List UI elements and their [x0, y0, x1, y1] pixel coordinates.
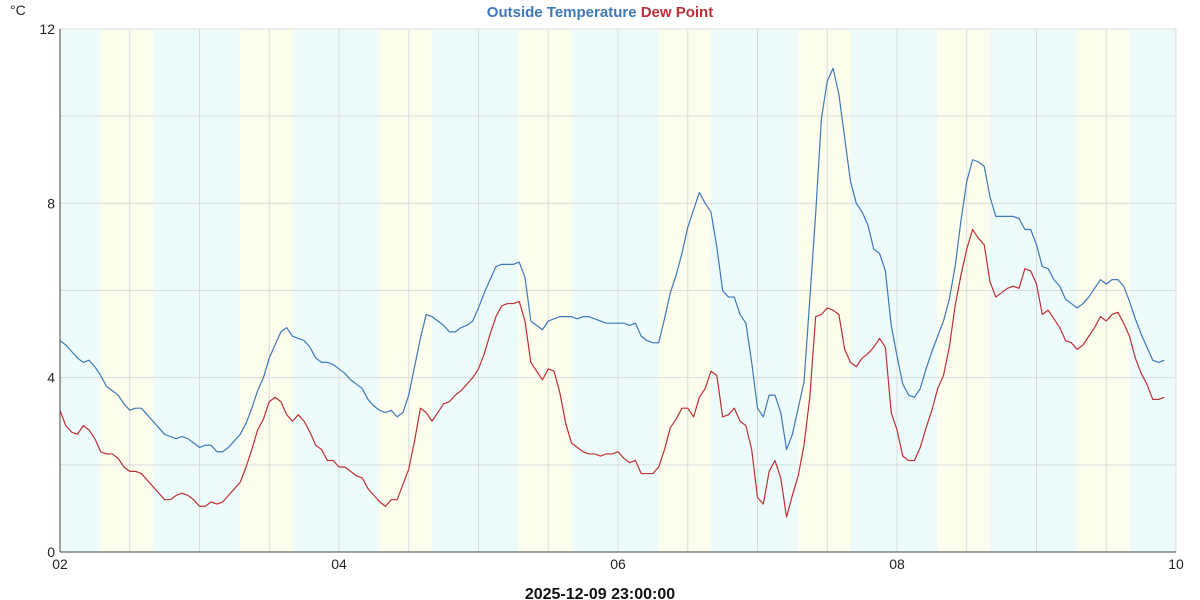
chart-title: Outside Temperature Dew Point — [487, 4, 713, 21]
series-layer — [59, 67, 1165, 518]
series-line-dew-point — [59, 228, 1165, 518]
series-line-outside-temperature — [59, 67, 1165, 453]
y-tick-label: 0 — [47, 544, 55, 560]
y-tick-label: 12 — [39, 21, 55, 37]
x-tick-label: 02 — [52, 556, 68, 572]
x-tick-label: 06 — [610, 556, 626, 572]
title-part-1: Dew Point — [637, 4, 714, 21]
x-tick-label: 08 — [889, 556, 905, 572]
timestamp-footer: 2025-12-09 23:00:00 — [525, 586, 675, 600]
x-tick-label: 04 — [331, 556, 347, 572]
x-tick-label: 10 — [1168, 556, 1184, 572]
grid-lines — [59, 28, 1177, 553]
y-tick-label: 8 — [47, 195, 55, 211]
y-axis-unit: °C — [10, 2, 26, 18]
axes — [59, 29, 1176, 553]
y-tick-label: 4 — [47, 370, 55, 386]
title-part-0: Outside Temperature — [487, 4, 637, 21]
